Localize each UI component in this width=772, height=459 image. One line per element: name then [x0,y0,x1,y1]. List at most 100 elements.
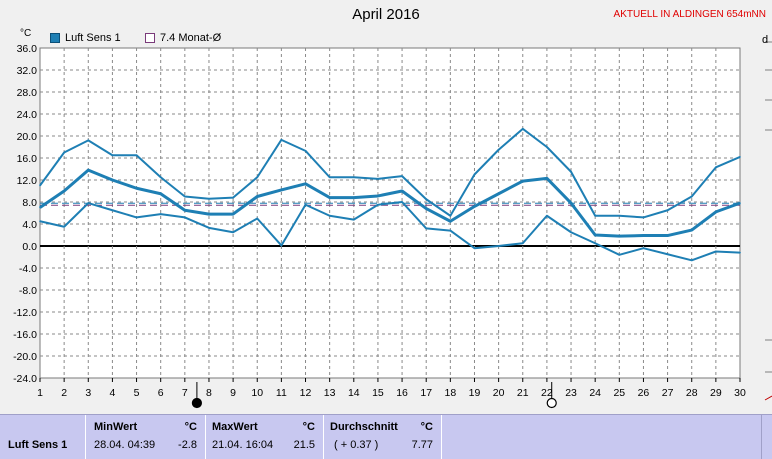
series-point-mean [425,207,428,210]
x-tick-label: 22 [541,387,553,399]
right-edge-char: d [762,34,769,46]
legend-swatch-luft-sens [50,33,60,43]
series-point-max [232,196,234,199]
series-point-mean [111,179,114,181]
series-point-max [546,146,548,148]
series-point-mean [666,234,669,237]
series-point-max [256,176,259,179]
series-point-max [425,198,428,201]
stats-avg-cell: Durchschnitt °C ( + 0.37 ) 7.77 [324,415,442,459]
x-tick-label: 23 [565,387,577,399]
series-point-min [425,227,428,230]
series-point-max [184,195,186,198]
x-tick-label: 29 [710,387,722,399]
x-tick-label: 15 [372,387,384,399]
y-tick-label: -20.0 [13,351,37,363]
series-point-max [304,150,307,152]
x-tick-label: 11 [276,387,287,399]
x-tick-label: 6 [158,387,164,399]
series-point-mean [63,190,65,192]
stats-min-header: MinWert [94,421,138,433]
series-point-mean [401,190,403,192]
full-moon-icon [546,397,557,409]
series-point-max [473,173,476,176]
series-line-max [39,127,741,219]
series-point-mean [304,183,307,185]
series-point-mean [184,209,186,212]
series-point-max [159,176,162,179]
stats-sensor-label: Luft Sens 1 [8,439,68,451]
series-point-max [497,148,500,151]
x-tick-label: 8 [206,387,212,399]
series-point-min [304,203,307,206]
y-tick-label: -8.0 [19,285,37,297]
series-line-mean [39,168,741,238]
x-tick-label: 28 [686,387,698,399]
series-point-mean [594,234,596,236]
series-point-min [328,214,331,217]
x-tick-label: 27 [662,387,674,399]
series-point-min [377,203,379,206]
x-tick-label: 9 [230,387,236,399]
series-point-max [87,139,90,142]
series-point-min [521,242,524,245]
series-point-mean [135,187,138,190]
stats-avg-value: 7.77 [411,439,433,451]
stats-empty-cell [442,415,762,459]
series-point-max [208,197,210,200]
series-point-max [739,156,741,158]
y-tick-label: 32.0 [17,65,38,77]
series-point-mean [280,189,283,191]
temperature-chart: 36.0 32.0 28.0 24.0 20.0 16.0 12.0 8.0 4.0 0.0 -4.… [13,41,772,409]
series-point-min [111,209,114,212]
series-group [39,127,741,262]
series-point-max [63,151,65,154]
stats-panel: Luft Sens 1 MinWert °C 28.04. 04:39 -2.8… [0,414,772,459]
series-line-min [39,201,741,262]
series-point-min [184,216,186,219]
stats-max-unit: °C [302,421,315,433]
stats-max-header: MaxWert [212,421,258,433]
series-point-min [87,202,90,204]
stats-min-cell: MinWert °C 28.04. 04:39 -2.8 [86,415,206,459]
series-point-max [328,176,331,179]
series-point-max [521,128,524,130]
reference-lines [40,202,740,206]
stats-avg-unit: °C [420,421,433,433]
series-point-mean [715,211,717,213]
right-edge-marks [764,41,772,401]
plot-background [39,47,741,379]
y-tick-label: 4.0 [22,219,37,231]
y-tick-label: 0.0 [22,241,37,253]
y-tick-label: 8.0 [22,197,37,209]
series-point-mean [449,220,452,223]
stats-min-value: -2.8 [178,439,197,451]
legend-item-luft-sens[interactable]: Luft Sens 1 [50,32,121,44]
series-point-min [739,251,741,254]
series-point-min [280,244,283,247]
series-point-mean [570,202,572,204]
x-tick-label: 7 [182,387,188,399]
y-tick-label: -24.0 [13,373,37,385]
series-point-min [39,220,41,223]
x-tick-label: 14 [348,387,360,399]
series-point-mean [377,195,379,197]
series-point-max [715,166,717,169]
series-point-min [715,250,717,253]
series-point-min [208,227,210,229]
series-point-max [570,170,572,173]
series-point-min [497,245,500,247]
legend-swatch-monat-avg [145,33,155,43]
stats-max-cell: MaxWert °C 21.04. 16:04 21.5 [206,415,324,459]
y-tick-label: -12.0 [13,307,37,319]
stats-min-unit: °C [184,421,197,433]
series-point-mean [739,202,741,204]
series-point-min [352,218,355,221]
series-point-min [570,231,572,234]
legend-item-monat-avg[interactable]: 7.4 Monat-Ø [145,32,221,44]
series-point-max [39,184,41,187]
series-point-mean [87,169,90,171]
series-point-min [666,253,669,256]
stats-avg-delta: ( + 0.37 ) [334,439,379,451]
series-point-mean [328,196,331,199]
